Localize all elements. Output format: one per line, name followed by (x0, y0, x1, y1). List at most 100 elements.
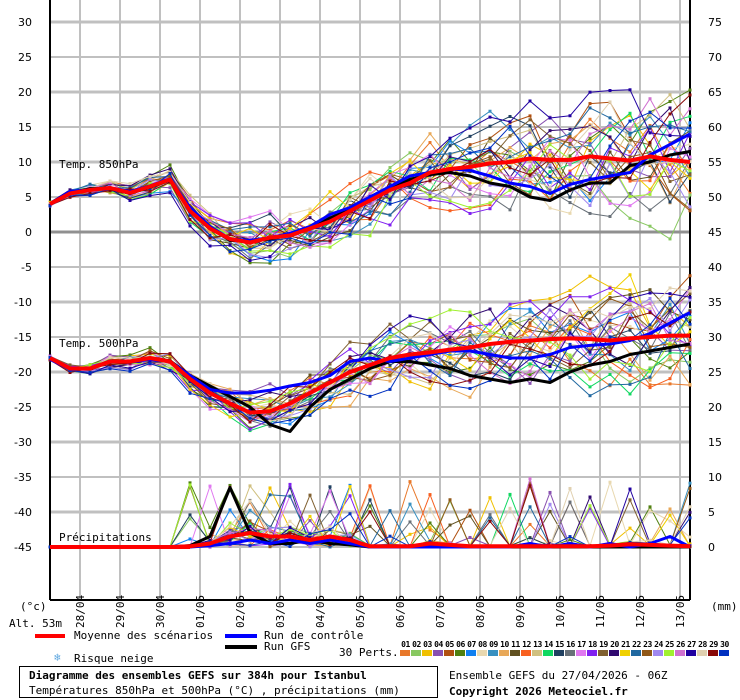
pert-number-04: 04 (434, 640, 443, 649)
left-tick-label: -10 (14, 296, 32, 309)
right-tick-label: 0 (708, 541, 715, 554)
snowflake-icon: ❄ (54, 651, 61, 664)
pert-swatch-23 (642, 650, 652, 656)
chart-grid (50, 0, 690, 600)
pert-swatch-08 (477, 650, 487, 656)
pert-number-13: 13 (533, 640, 542, 649)
left-tick-label: 30 (18, 16, 32, 29)
pert-number-28: 28 (698, 640, 707, 649)
pert-number-21: 21 (621, 640, 630, 649)
pert-number-03: 03 (423, 640, 432, 649)
left-tick-label: 0 (25, 226, 32, 239)
pert-swatch-11 (510, 650, 520, 656)
x-tick-label: 06/05 (394, 595, 407, 628)
pert-swatch-05 (444, 650, 454, 656)
pert-swatch-30 (719, 650, 729, 656)
pert-swatch-26 (675, 650, 685, 656)
left-tick-label: -40 (14, 506, 32, 519)
right-tick-label: 45 (708, 226, 722, 239)
right-tick-label: 65 (708, 86, 722, 99)
pert-swatch-06 (455, 650, 465, 656)
pert-number-25: 25 (665, 640, 674, 649)
left-tick-label: -15 (14, 331, 32, 344)
left-tick-label: 20 (18, 86, 32, 99)
left-tick-label: -45 (14, 541, 32, 554)
title-box: Diagramme des ensembles GEFS sur 384h po… (19, 666, 438, 698)
right-tick-label: 50 (708, 191, 722, 204)
left-tick-label: 25 (18, 51, 32, 64)
t850-mean-line (49, 154, 691, 245)
pert-number-08: 08 (478, 640, 487, 649)
x-tick-label: 12/05 (634, 595, 647, 628)
control-legend-swatch (225, 634, 257, 638)
snow-risk-label: Risque neige (74, 652, 154, 665)
right-unit-label: (mm) (711, 600, 738, 613)
x-tick-label: 03/05 (274, 595, 287, 628)
pert-number-17: 17 (577, 640, 586, 649)
pert-swatch-04 (433, 650, 443, 656)
pert-number-26: 26 (676, 640, 685, 649)
gfs-legend-swatch (225, 645, 257, 649)
gfs-legend-label: Run GFS (264, 640, 311, 653)
pert-swatch-27 (686, 650, 696, 656)
pert-number-18: 18 (588, 640, 597, 649)
precip-mean-line (50, 531, 691, 549)
left-unit-label: (°c) (20, 600, 47, 613)
pert-swatch-10 (499, 650, 509, 656)
pert-number-15: 15 (555, 640, 564, 649)
right-tick-label: 60 (708, 121, 722, 134)
left-tick-label: -5 (21, 261, 32, 274)
pert-number-05: 05 (445, 640, 454, 649)
pert-swatch-12 (521, 650, 531, 656)
pert-swatch-01 (400, 650, 410, 656)
pert-number-24: 24 (654, 640, 663, 649)
x-tick-label: 09/05 (514, 595, 527, 628)
right-tick-label: 15 (708, 436, 722, 449)
left-tick-label: -25 (14, 401, 32, 414)
pert-swatch-22 (631, 650, 641, 656)
pert-number-22: 22 (632, 640, 641, 649)
right-tick-label: 55 (708, 156, 722, 169)
pert-number-09: 09 (489, 640, 498, 649)
pert-number-07: 07 (467, 640, 476, 649)
left-tick-label: 15 (18, 121, 32, 134)
left-tick-label: 5 (25, 191, 32, 204)
pert-number-29: 29 (709, 640, 718, 649)
x-tick-label: 13/05 (674, 595, 687, 628)
t500-mean-line (49, 333, 690, 415)
left-tick-label: -20 (14, 366, 32, 379)
mean-legend-swatch (35, 634, 65, 638)
pert-number-12: 12 (522, 640, 531, 649)
pert-number-02: 02 (412, 640, 421, 649)
run-info: Ensemble GEFS du 27/04/2026 - 06Z (449, 669, 668, 682)
pert-number-06: 06 (456, 640, 465, 649)
pert-number-16: 16 (566, 640, 575, 649)
x-tick-label: 07/05 (434, 595, 447, 628)
left-tick-label: 10 (18, 156, 32, 169)
left-tick-label: -30 (14, 436, 32, 449)
x-tick-label: 29/04 (114, 595, 127, 628)
pert-swatch-28 (697, 650, 707, 656)
pert-swatch-15 (554, 650, 564, 656)
pert-swatch-03 (422, 650, 432, 656)
pert-number-20: 20 (610, 640, 619, 649)
left-tick-label: -35 (14, 471, 32, 484)
pert-number-11: 11 (511, 640, 520, 649)
t500-label: Temp. 500hPa (59, 337, 138, 350)
x-tick-label: 08/05 (474, 595, 487, 628)
pert-swatch-25 (664, 650, 674, 656)
t850-label: Temp. 850hPa (59, 158, 138, 171)
right-tick-label: 35 (708, 296, 722, 309)
pert-swatch-09 (488, 650, 498, 656)
x-tick-label: 10/05 (554, 595, 567, 628)
pert-number-30: 30 (720, 640, 729, 649)
right-tick-label: 5 (708, 506, 715, 519)
altitude-label: Alt. 53m (9, 617, 62, 630)
pert-number-27: 27 (687, 640, 696, 649)
x-tick-label: 11/05 (594, 595, 607, 628)
pert-swatch-17 (576, 650, 586, 656)
right-tick-label: 30 (708, 331, 722, 344)
pert-number-14: 14 (544, 640, 553, 649)
right-tick-label: 25 (708, 366, 722, 379)
